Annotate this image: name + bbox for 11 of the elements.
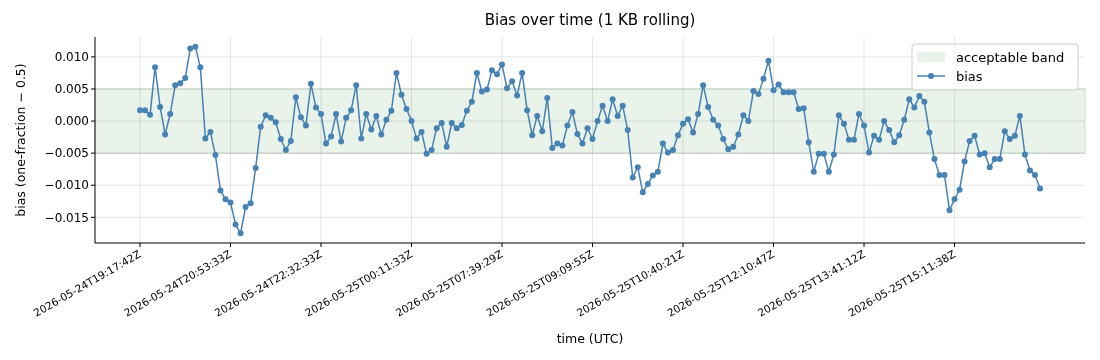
x-axis-title: time (UTC) (556, 331, 624, 346)
y-axis-title: bias (one-fraction − 0.5) (13, 63, 28, 217)
y-tick-label: 0.000 (54, 114, 89, 129)
chart-title: Bias over time (1 KB rolling) (484, 11, 696, 29)
y-tick-label: −0.005 (44, 146, 89, 161)
y-tick-label: −0.015 (44, 210, 89, 225)
y-tick-label: 0.005 (54, 82, 89, 97)
y-tick-label: −0.010 (44, 178, 89, 193)
legend-label: acceptable band (956, 49, 1065, 65)
y-tick-label: 0.010 (54, 50, 89, 65)
legend-label: bias (956, 68, 983, 84)
